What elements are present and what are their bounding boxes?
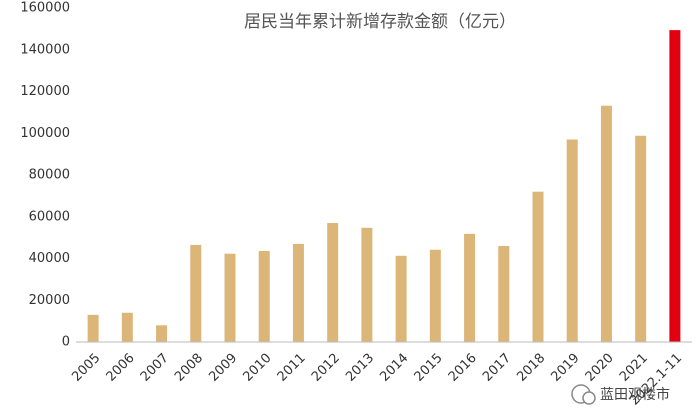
bar — [258, 250, 270, 342]
y-tick-label: 60000 — [29, 209, 70, 224]
bar — [429, 249, 441, 342]
bar — [190, 244, 202, 342]
x-tick-label: 2011 — [275, 351, 309, 385]
bar — [532, 191, 544, 342]
x-tick-label: 2005 — [69, 351, 103, 385]
bar — [327, 223, 339, 342]
y-tick-label: 0 — [62, 335, 70, 350]
y-tick-label: 40000 — [29, 251, 70, 266]
x-tick-label: 2017 — [480, 351, 514, 385]
bar — [395, 255, 407, 342]
x-tick-label: 2013 — [343, 351, 377, 385]
bar — [292, 243, 304, 342]
y-tick-label: 20000 — [29, 293, 70, 308]
x-tick-label: 2008 — [172, 351, 206, 385]
x-tick-label: 2007 — [138, 351, 172, 385]
bar — [121, 312, 133, 342]
x-tick-label: 2009 — [206, 351, 240, 385]
watermark: 蓝田观楼市 — [600, 386, 670, 403]
bar — [498, 245, 510, 342]
watermark-icon — [571, 384, 596, 405]
x-tick-label: 2014 — [377, 351, 411, 385]
y-tick-label: 100000 — [20, 126, 70, 141]
bar — [566, 139, 578, 342]
y-tick-label: 80000 — [29, 168, 70, 183]
bar — [669, 30, 681, 342]
x-tick-label: 2015 — [412, 351, 446, 385]
x-tick-label: 2012 — [309, 351, 343, 385]
x-tick-label: 2016 — [446, 351, 480, 385]
x-tick-label: 2018 — [514, 351, 548, 385]
x-tick-label: 2020 — [583, 351, 617, 385]
bar — [156, 325, 168, 342]
y-tick-label: 140000 — [20, 42, 70, 57]
chart-title: 居民当年累计新增存款金额（亿元） — [244, 12, 516, 32]
bar — [87, 314, 99, 342]
y-tick-label: 120000 — [20, 84, 70, 99]
x-tick-label: 2006 — [104, 351, 138, 385]
bar — [224, 253, 236, 342]
x-tick-label: 2010 — [241, 351, 275, 385]
y-tick-label: 160000 — [20, 1, 70, 16]
bar — [464, 233, 476, 342]
bar — [635, 135, 647, 342]
bar — [361, 227, 373, 342]
bar — [600, 105, 612, 342]
x-tick-label: 2019 — [549, 351, 583, 385]
